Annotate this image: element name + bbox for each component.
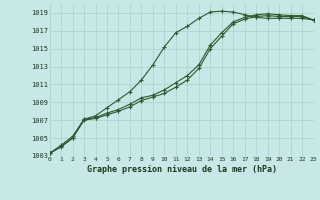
X-axis label: Graphe pression niveau de la mer (hPa): Graphe pression niveau de la mer (hPa) <box>87 165 276 174</box>
